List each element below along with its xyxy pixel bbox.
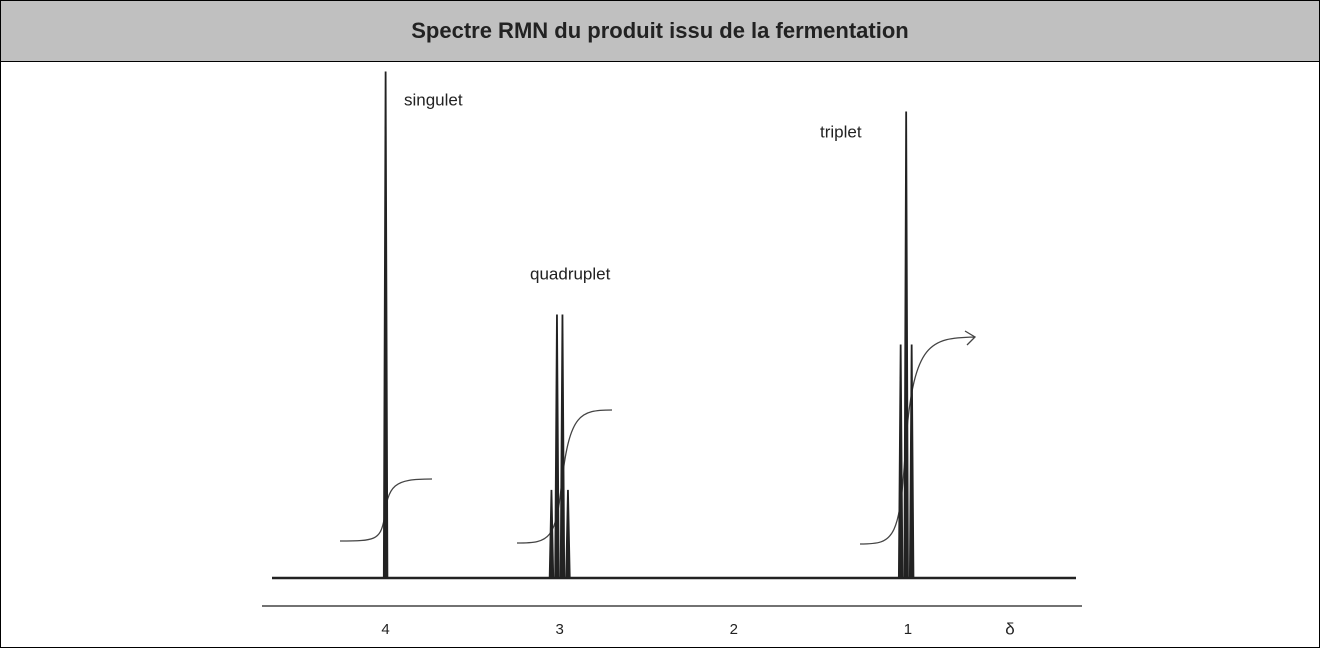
x-axis-label: δ: [1005, 619, 1014, 638]
peak: [897, 111, 915, 579]
peak: [382, 71, 389, 579]
peak-label: triplet: [820, 122, 862, 141]
x-tick-label: 3: [556, 621, 564, 638]
x-tick-label: 2: [730, 621, 738, 638]
x-tick-label: 1: [904, 621, 912, 638]
peak: [548, 314, 571, 579]
header: [0, 0, 1320, 62]
peak-label: singulet: [404, 90, 463, 109]
title: Spectre RMN du produit issu de la fermen…: [411, 18, 909, 43]
x-tick-label: 4: [381, 621, 389, 638]
peak-label: quadruplet: [530, 264, 611, 283]
